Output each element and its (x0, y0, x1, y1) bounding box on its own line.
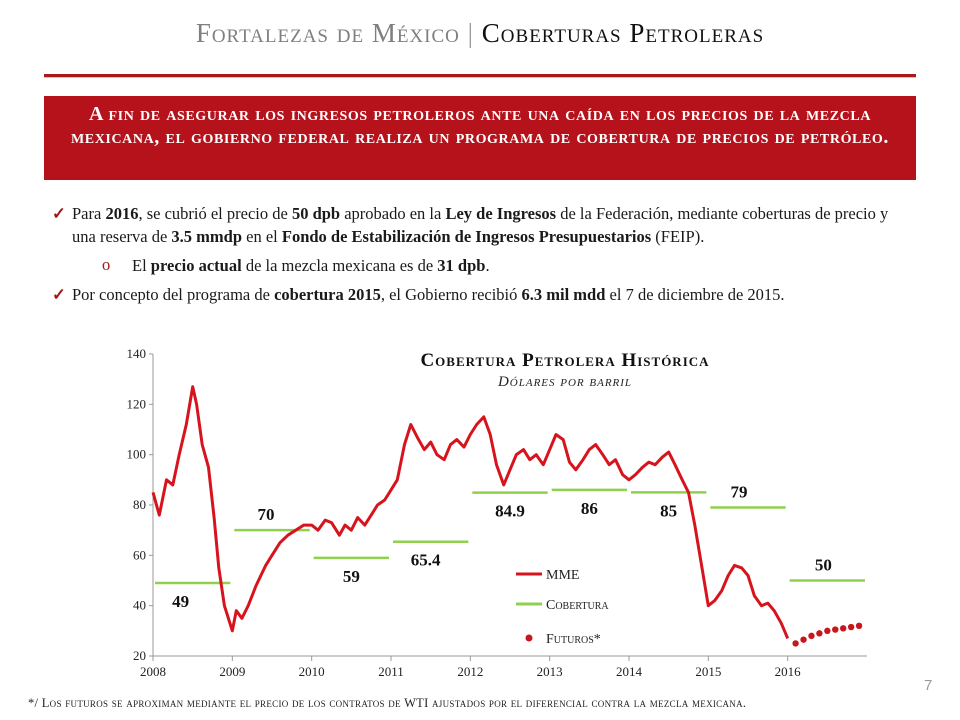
cobertura-value-label: 65.4 (411, 551, 441, 570)
futuros-point (847, 623, 855, 631)
futuros-point (840, 625, 847, 632)
bullet-bold: cobertura 2015 (274, 285, 381, 304)
x-tick-label: 2016 (775, 664, 802, 679)
title-rule-shadow (44, 77, 916, 78)
circle-bullet-icon: o (102, 255, 111, 274)
cobertura-value-label: 86 (581, 499, 598, 518)
mme-series-line (151, 385, 790, 639)
oil-price-chart: 20 40 60 80 100 120 140 2008 2009 2010 2011 2012 201… (127, 346, 867, 679)
x-tick-label: 2015 (695, 664, 721, 679)
x-tick-label: 2013 (537, 664, 563, 679)
futuros-point (816, 630, 823, 637)
bullet-item-2015: ✓ Por concepto del programa de cobertura… (52, 283, 912, 306)
legend-cobertura-label: Cobertura (546, 598, 609, 613)
futuros-point (832, 626, 839, 633)
y-tick-label: 60 (133, 547, 146, 562)
bullet-bold: 50 dpb (291, 204, 341, 223)
chart-title: Cobertura Petrolera Histórica (420, 350, 709, 371)
bullet-text: en el (242, 227, 282, 246)
bullet-bold: 6.3 mil mdd (521, 285, 606, 304)
futuros-point (800, 636, 807, 643)
title-left: Fortalezas de México (195, 18, 460, 48)
bullet-text: el 7 de diciembre de 2015. (605, 285, 785, 304)
x-tick-label: 2011 (378, 664, 404, 679)
cobertura-value-label: 85 (660, 501, 677, 520)
sub-bullet-current-price: o El precio actual de la mezcla mexicana… (52, 254, 912, 277)
futuros-point (792, 640, 799, 647)
bullet-text: aprobado en la (340, 204, 446, 223)
bullet-bold: precio actual (150, 256, 242, 275)
legend-futuros-label: Futuros* (546, 632, 601, 647)
y-tick-label: 140 (127, 346, 147, 361)
x-tick-label: 2012 (457, 664, 483, 679)
bullet-text: . (485, 256, 490, 275)
bullet-text: , se cubrió el precio de (138, 204, 292, 223)
bullet-text: de la mezcla mexicana es de (241, 256, 438, 275)
legend-futuros-swatch (525, 634, 533, 642)
cobertura-value-label: 50 (815, 556, 832, 575)
bullet-bold: Fondo de Estabilización de Ingresos Pres… (281, 227, 652, 246)
page-number: 7 (924, 677, 933, 694)
y-tick-label: 120 (127, 396, 147, 411)
footnote: */ Los futuros se aproximan mediante el … (28, 696, 747, 710)
title-separator: | (467, 18, 475, 48)
title-right: Coberturas Petroleras (481, 18, 765, 48)
legend-mme-label: MME (546, 568, 579, 583)
page-title: Fortalezas de México | Coberturas Petrol… (0, 18, 960, 49)
cobertura-value-label: 84.9 (495, 502, 525, 521)
futuros-point (855, 622, 863, 629)
x-tick-label: 2008 (140, 664, 166, 679)
futuros-point (824, 627, 831, 635)
bullet-item-2016: ✓ Para 2016, se cubrió el precio de 50 d… (52, 202, 912, 248)
futuros-point (808, 632, 815, 640)
y-tick-label: 20 (133, 648, 146, 663)
x-tick-label: 2014 (616, 664, 643, 679)
highlight-banner: A fin de asegurar los ingresos petrolero… (44, 96, 916, 180)
chart-subtitle: Dólares por barril (497, 374, 632, 390)
cobertura-value-label: 49 (172, 592, 189, 611)
checkmark-icon: ✓ (52, 285, 66, 304)
bullet-list: ✓ Para 2016, se cubrió el precio de 50 d… (52, 202, 912, 306)
y-tick-label: 80 (133, 497, 146, 512)
cobertura-value-label: 79 (731, 483, 748, 502)
chart-container: 20 40 60 80 100 120 140 2008 2009 2010 2011 2012 201… (100, 340, 880, 690)
y-tick-label: 100 (127, 447, 147, 462)
bullet-text: Para (72, 204, 106, 223)
bullet-text: (FEIP). (651, 227, 705, 246)
x-tick-label: 2009 (219, 664, 245, 679)
bullet-bold: 31 dpb (437, 256, 486, 275)
bullet-text: de la Federación, mediante coberturas de… (72, 204, 889, 246)
title-rule (44, 74, 916, 77)
cobertura-value-label: 70 (258, 505, 275, 524)
y-tick-label: 40 (133, 598, 146, 613)
bullet-bold: 3.5 mmdp (171, 227, 242, 246)
checkmark-icon: ✓ (52, 204, 66, 223)
bullet-text: El (132, 256, 151, 275)
bullet-bold: 2016 (105, 204, 139, 223)
cobertura-value-label: 59 (343, 567, 360, 586)
bullet-bold: Ley de Ingresos (445, 204, 557, 223)
x-tick-label: 2010 (299, 664, 325, 679)
bullet-text: Por concepto del programa de (72, 285, 275, 304)
bullet-text: , el Gobierno recibió (380, 285, 522, 304)
